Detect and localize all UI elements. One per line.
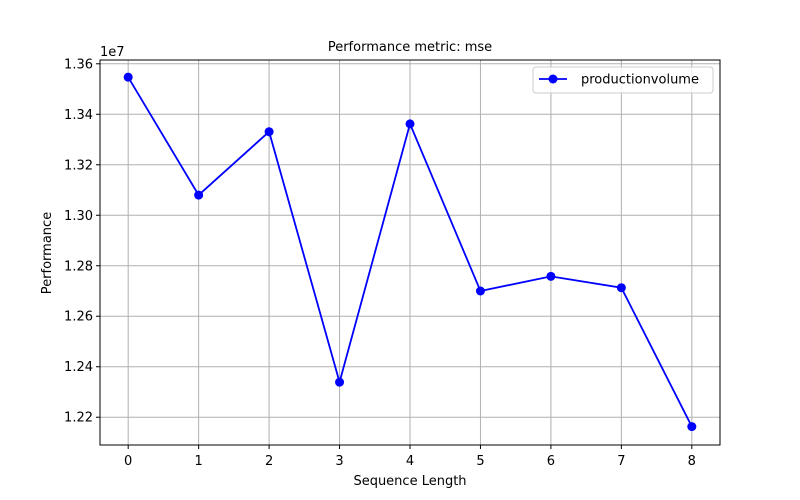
legend: productionvolume — [532, 66, 714, 94]
y-axis-label: Performance — [40, 212, 55, 294]
data-point — [264, 127, 274, 137]
y-tick-label: 1.36 — [64, 57, 93, 72]
y-offset-label: 1e7 — [100, 45, 125, 60]
data-point — [687, 422, 697, 432]
y-tick-label: 1.24 — [64, 360, 93, 375]
data-point — [405, 119, 415, 129]
data-point — [475, 286, 485, 296]
x-tick-label: 8 — [688, 454, 696, 469]
chart-title: Performance metric: mse — [328, 40, 492, 55]
x-tick-label: 0 — [124, 454, 132, 469]
x-tick-label: 4 — [406, 454, 414, 469]
x-axis-label: Sequence Length — [353, 474, 466, 489]
x-axis: 0 1 2 3 4 5 6 7 8 — [124, 445, 696, 469]
x-tick-label: 5 — [476, 454, 484, 469]
x-tick-label: 2 — [265, 454, 273, 469]
y-axis: 1.22 1.24 1.26 1.28 1.30 1.32 1.34 1.36 — [64, 57, 100, 426]
data-point — [194, 190, 204, 200]
y-tick-label: 1.26 — [64, 310, 93, 325]
legend-label: productionvolume — [581, 73, 699, 88]
data-point — [546, 271, 556, 281]
x-tick-label: 7 — [617, 454, 625, 469]
data-point — [335, 377, 345, 387]
y-tick-label: 1.34 — [64, 108, 93, 123]
y-tick-label: 1.28 — [64, 259, 93, 274]
y-tick-label: 1.22 — [64, 411, 93, 426]
x-tick-label: 1 — [194, 454, 202, 469]
legend-marker — [548, 74, 558, 84]
data-point — [616, 283, 626, 293]
x-tick-label: 3 — [335, 454, 343, 469]
legend-box — [532, 66, 714, 94]
y-tick-label: 1.30 — [64, 209, 93, 224]
grid — [100, 60, 720, 445]
data-point — [123, 72, 133, 82]
series-layer — [123, 72, 697, 432]
x-tick-label: 6 — [547, 454, 555, 469]
y-tick-label: 1.32 — [64, 158, 93, 173]
